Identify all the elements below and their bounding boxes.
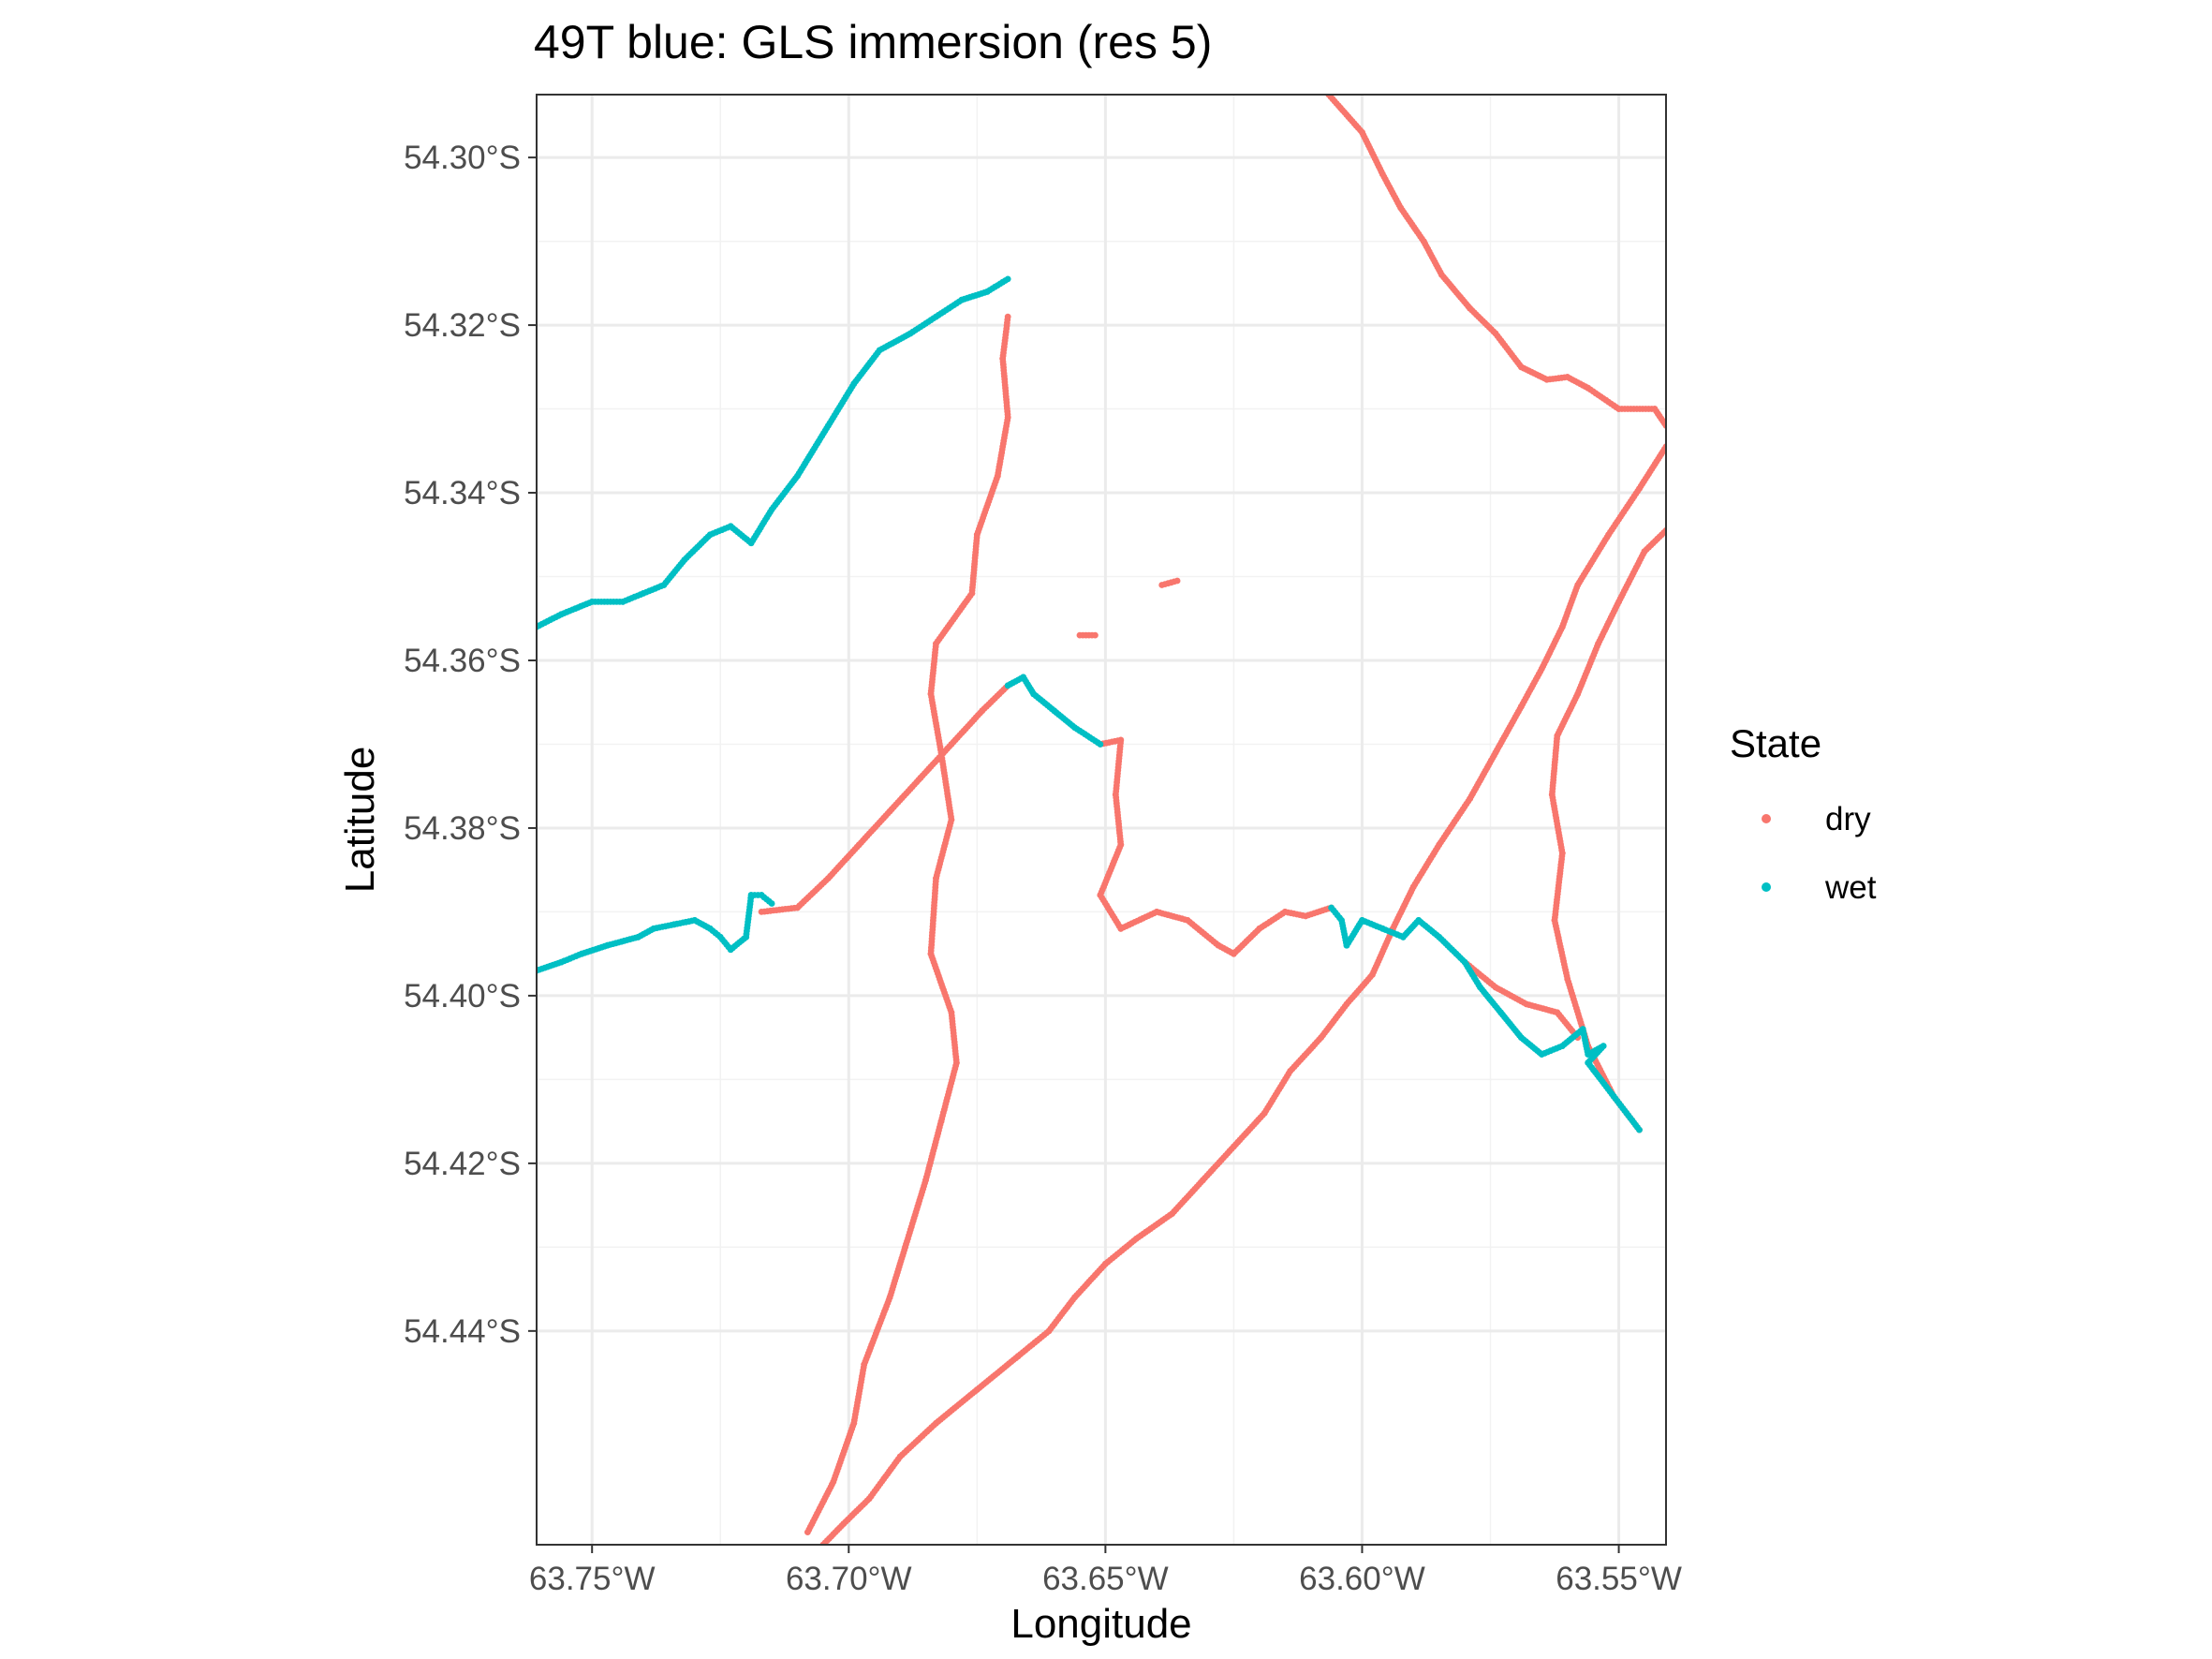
y-axis: 54.30°S 54.32°S 54.34°S 54.36°S 54.38°S 54.40… [404,140,537,1350]
wet-point [1636,1126,1643,1133]
y-tick-label: 54.38°S [404,810,521,847]
plot-border [536,94,1667,1546]
dry-point [1092,631,1099,639]
series-dry [758,95,1666,1545]
y-tick-label: 54.44°S [404,1313,521,1350]
legend: State dry wet [1730,721,1877,906]
y-tick-label: 54.32°S [404,307,521,344]
wet-point [1004,275,1011,283]
legend-label-dry: dry [1825,801,1871,837]
chart-title: 49T blue: GLS immersion (res 5) [534,16,1212,68]
gridlines [537,95,1666,1545]
x-tick-label: 63.60°W [1299,1561,1425,1597]
y-axis-title: Latitude [337,747,383,894]
x-tick-label: 63.75°W [529,1561,656,1597]
x-tick-label: 63.65°W [1042,1561,1169,1597]
legend-title: State [1730,721,1821,765]
dry-point [804,1529,811,1535]
y-tick-label: 54.40°S [404,978,521,1015]
y-tick-label: 54.30°S [404,140,521,176]
data-points [537,95,1666,1545]
series-wet [537,275,1643,1133]
legend-label-wet: wet [1824,869,1877,906]
y-tick-label: 54.34°S [404,475,521,511]
y-tick-label: 54.36°S [404,643,521,679]
plot-panel [537,95,1666,1545]
x-tick-label: 63.70°W [786,1561,912,1597]
y-tick-label: 54.42°S [404,1146,521,1182]
x-axis: 63.75°W 63.70°W 63.65°W 63.60°W 63.55°W [529,1545,1682,1597]
x-tick-label: 63.55°W [1556,1561,1682,1597]
x-axis-title: Longitude [1010,1601,1191,1647]
wet-point [768,900,775,907]
wet-point [1097,741,1104,748]
legend-key-wet [1762,882,1771,892]
legend-key-dry [1762,814,1771,823]
dry-point [1173,577,1181,585]
